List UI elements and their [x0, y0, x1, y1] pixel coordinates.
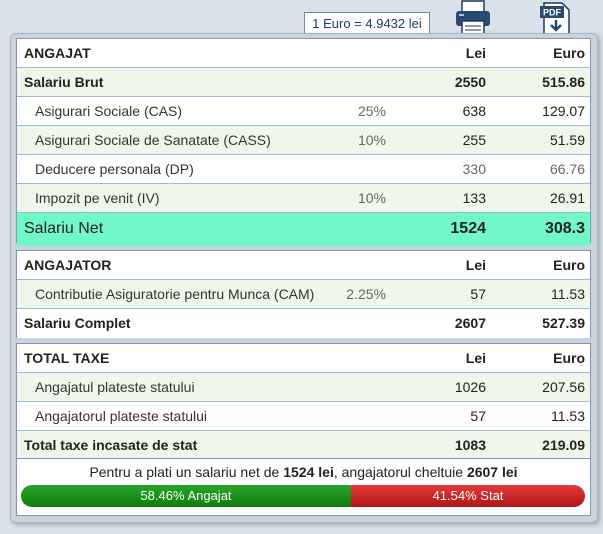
employee-share-segment: 58.46% Angajat	[21, 485, 351, 507]
cas-row: Asigurari Sociale (CAS) 25% 638 129.07	[17, 97, 590, 126]
pdf-button[interactable]: PDF	[538, 0, 574, 36]
employer-header-row: ANGAJATOR Lei Euro	[17, 251, 590, 280]
employee-pays-state-label: Angajatul plateste statului	[35, 379, 195, 395]
euro-column-header: Euro	[553, 257, 585, 273]
cass-lei: 255	[462, 132, 486, 148]
exchange-rate-label: 1 Euro = 4.9432 lei	[304, 12, 430, 35]
summary-middle: , angajatorul cheltuie	[333, 464, 467, 480]
taxes-header-row: TOTAL TAXE Lei Euro	[17, 344, 590, 373]
toolbar: 1 Euro = 4.9432 lei PDF	[0, 0, 603, 36]
employer-pays-state-row: Angajatorul plateste statului 57 11.53	[17, 402, 590, 431]
taxes-header-label: TOTAL TAXE	[24, 350, 110, 366]
employer-pays-state-euro: 11.53	[551, 408, 585, 424]
total-state-taxes-label: Total taxe incasate de stat	[24, 437, 198, 453]
summary-sentence: Pentru a plati un salariu net de 1524 le…	[17, 464, 590, 480]
personal-deduction-euro: 66.76	[549, 161, 585, 177]
complete-salary-euro: 527.39	[542, 315, 585, 331]
print-button[interactable]	[453, 0, 493, 36]
income-tax-lei: 133	[462, 190, 486, 206]
income-tax-euro: 26.91	[549, 190, 585, 206]
cas-lei: 638	[462, 103, 486, 119]
net-salary-row: Salariu Net 1524 308.3	[17, 213, 590, 246]
personal-deduction-lei: 330	[462, 161, 486, 177]
net-salary-euro: 308.3	[544, 220, 585, 237]
complete-salary-lei: 2607	[454, 315, 486, 331]
net-salary-lei: 1524	[450, 220, 486, 237]
lei-column-header: Lei	[465, 350, 486, 366]
employee-header-row: ANGAJAT Lei Euro	[17, 39, 590, 68]
summary-panel: Pentru a plati un salariu net de 1524 le…	[16, 458, 591, 516]
employee-header-label: ANGAJAT	[24, 45, 91, 61]
euro-column-header: Euro	[553, 350, 585, 366]
euro-column-header: Euro	[553, 45, 585, 61]
printer-icon	[456, 0, 490, 35]
lei-column-header: Lei	[465, 257, 486, 273]
cam-euro: 11.53	[551, 286, 585, 302]
pdf-download-icon: PDF	[540, 2, 570, 35]
pdf-icon-label: PDF	[543, 8, 562, 18]
lei-column-header: Lei	[465, 45, 486, 61]
personal-deduction-label: Deducere personala (DP)	[35, 161, 194, 177]
cam-label: Contributie Asiguratorie pentru Munca (C…	[35, 286, 315, 302]
employee-section: ANGAJAT Lei Euro Salariu Brut 2550 515.8…	[16, 38, 591, 246]
cass-percent: 10%	[357, 132, 386, 148]
cass-label: Asigurari Sociale de Sanatate (CASS)	[35, 132, 271, 148]
cas-euro: 129.07	[542, 103, 585, 119]
income-tax-label: Impozit pe venit (IV)	[35, 190, 160, 206]
state-share-segment: 41.54% Stat	[351, 485, 585, 507]
gross-salary-euro: 515.86	[542, 74, 585, 90]
cam-percent: 2.25%	[346, 286, 386, 302]
gross-salary-row: Salariu Brut 2550 515.86	[17, 68, 590, 97]
complete-salary-label: Salariu Complet	[24, 315, 131, 331]
total-taxes-section: TOTAL TAXE Lei Euro Angajatul plateste s…	[16, 343, 591, 460]
total-state-taxes-euro: 219.09	[542, 437, 585, 453]
employer-pays-state-lei: 57	[470, 408, 486, 424]
employer-section: ANGAJATOR Lei Euro Contributie Asigurato…	[16, 250, 591, 338]
cass-euro: 51.59	[549, 132, 585, 148]
cass-row: Asigurari Sociale de Sanatate (CASS) 10%…	[17, 126, 590, 155]
cas-label: Asigurari Sociale (CAS)	[35, 103, 183, 119]
employer-pays-state-label: Angajatorul plateste statului	[35, 408, 207, 424]
employee-pays-state-row: Angajatul plateste statului 1026 207.56	[17, 373, 590, 402]
gross-salary-label: Salariu Brut	[24, 74, 104, 90]
employee-pays-state-euro: 207.56	[542, 379, 585, 395]
employer-header-label: ANGAJATOR	[24, 257, 112, 273]
employee-pays-state-lei: 1026	[454, 379, 486, 395]
summary-total-amount: 2607 lei	[466, 464, 518, 480]
cost-split-bar: 58.46% Angajat 41.54% Stat	[21, 485, 585, 507]
cam-lei: 57	[470, 286, 486, 302]
cam-row: Contributie Asiguratorie pentru Munca (C…	[17, 280, 590, 309]
income-tax-row: Impozit pe venit (IV) 10% 133 26.91	[17, 184, 590, 213]
total-state-taxes-lei: 1083	[454, 437, 486, 453]
total-state-taxes-row: Total taxe incasate de stat 1083 219.09	[17, 431, 590, 460]
net-salary-label: Salariu Net	[24, 220, 104, 237]
complete-salary-row: Salariu Complet 2607 527.39	[17, 309, 590, 338]
income-tax-percent: 10%	[357, 190, 386, 206]
summary-prefix: Pentru a plati un salariu net de	[89, 464, 284, 480]
cas-percent: 25%	[357, 103, 386, 119]
summary-net-amount: 1524 lei	[283, 464, 334, 480]
personal-deduction-row: Deducere personala (DP) 330 66.76	[17, 155, 590, 184]
gross-salary-lei: 2550	[454, 74, 486, 90]
